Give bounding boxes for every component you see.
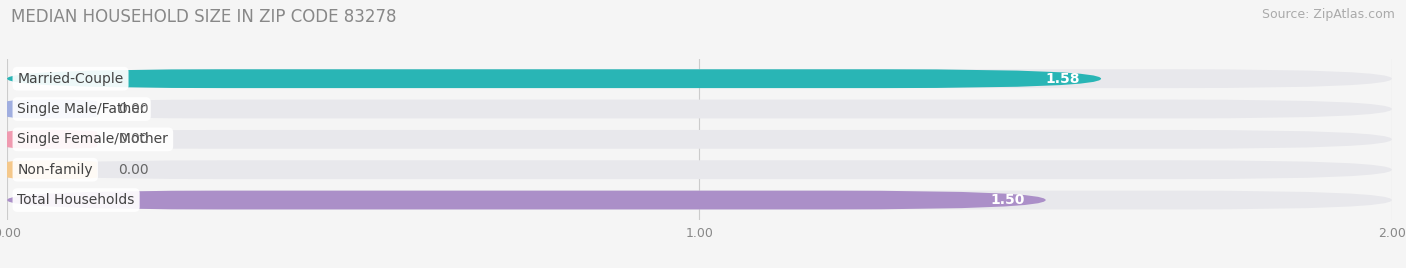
FancyBboxPatch shape — [7, 100, 97, 118]
Text: Total Households: Total Households — [17, 193, 135, 207]
FancyBboxPatch shape — [7, 160, 97, 179]
FancyBboxPatch shape — [7, 130, 1392, 149]
Text: 1.50: 1.50 — [991, 193, 1025, 207]
Text: Source: ZipAtlas.com: Source: ZipAtlas.com — [1261, 8, 1395, 21]
FancyBboxPatch shape — [7, 160, 1392, 179]
FancyBboxPatch shape — [7, 100, 1392, 118]
Text: Non-family: Non-family — [17, 163, 93, 177]
Text: 0.00: 0.00 — [118, 132, 149, 146]
Text: 0.00: 0.00 — [118, 102, 149, 116]
Text: Single Male/Father: Single Male/Father — [17, 102, 146, 116]
FancyBboxPatch shape — [7, 69, 1101, 88]
Text: Single Female/Mother: Single Female/Mother — [17, 132, 169, 146]
Text: MEDIAN HOUSEHOLD SIZE IN ZIP CODE 83278: MEDIAN HOUSEHOLD SIZE IN ZIP CODE 83278 — [11, 8, 396, 26]
Text: 1.58: 1.58 — [1046, 72, 1080, 86]
FancyBboxPatch shape — [7, 191, 1392, 210]
Text: 0.00: 0.00 — [118, 163, 149, 177]
FancyBboxPatch shape — [7, 191, 1046, 210]
Text: Married-Couple: Married-Couple — [17, 72, 124, 86]
FancyBboxPatch shape — [7, 69, 1392, 88]
FancyBboxPatch shape — [7, 130, 97, 149]
